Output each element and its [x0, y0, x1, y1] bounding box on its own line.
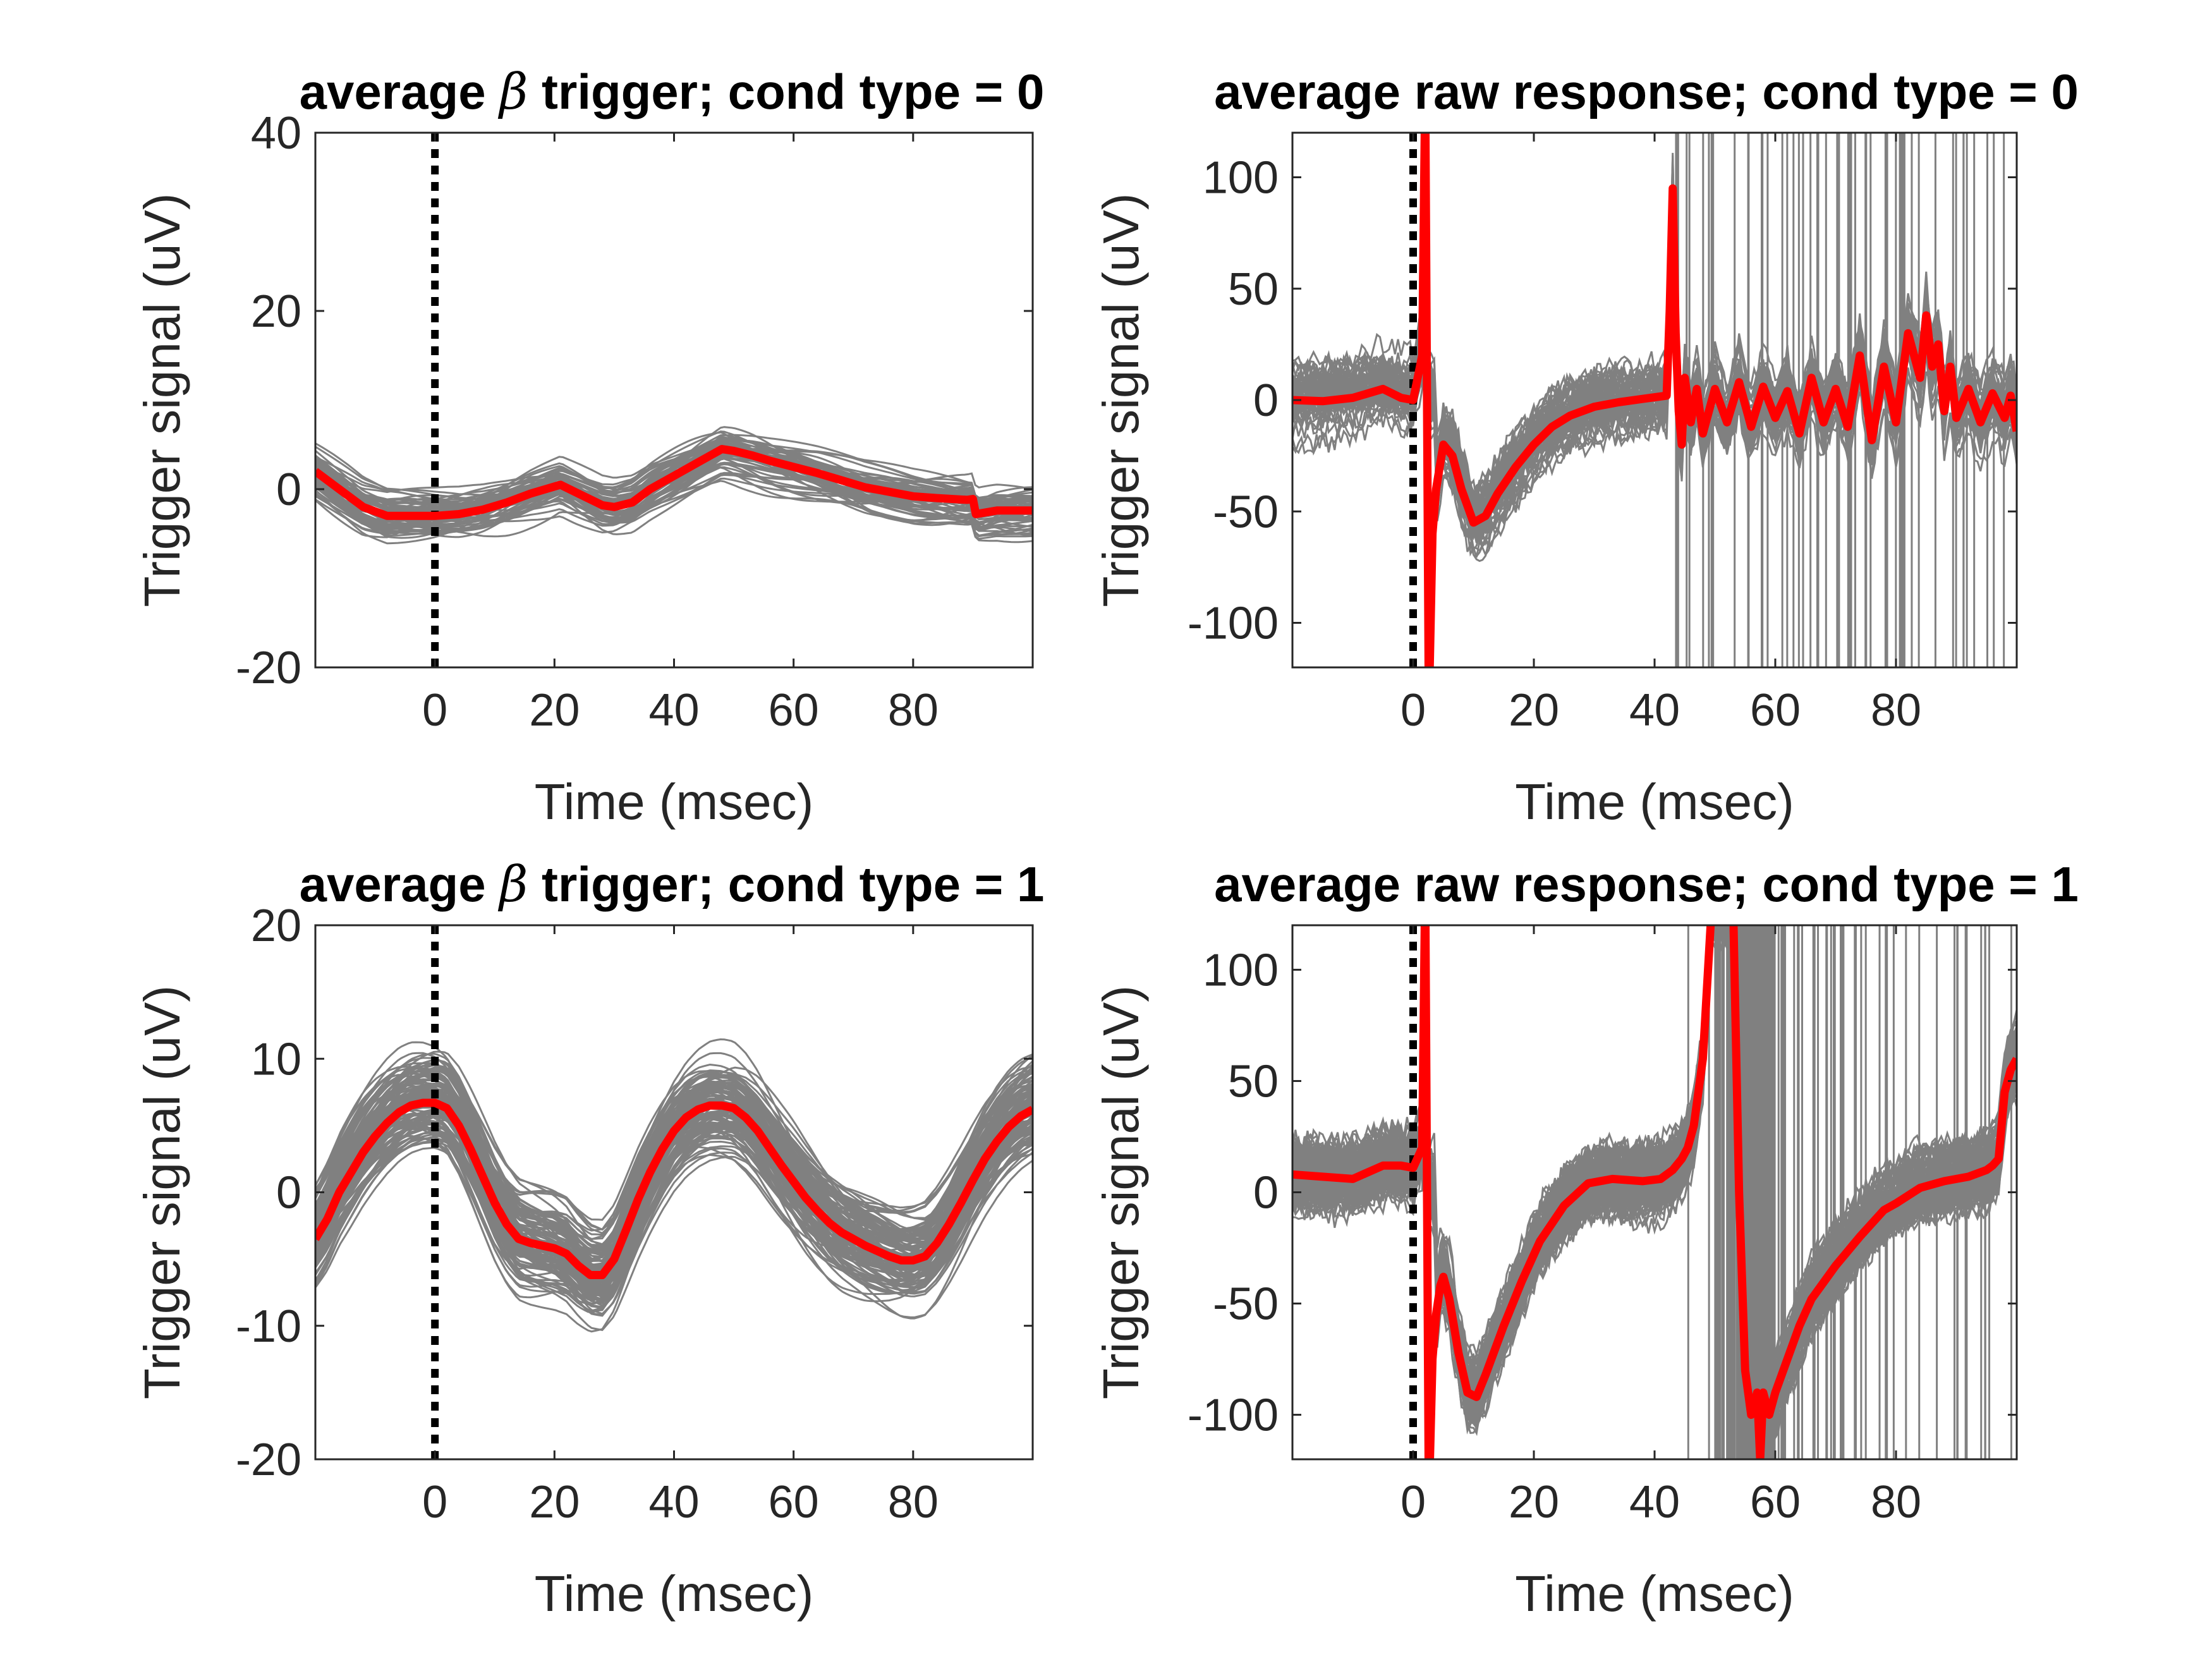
y-tick-label: -20 — [236, 1435, 301, 1485]
y-tick-label: 100 — [1203, 153, 1279, 204]
x-tick-label: 60 — [1750, 1477, 1801, 1528]
x-tick-label: 80 — [888, 1477, 939, 1528]
x-tick-label: 0 — [1401, 1477, 1426, 1528]
y-tick-label: 0 — [276, 1168, 301, 1218]
x-tick-label: 20 — [1509, 685, 1559, 736]
y-axis-label: Trigger signal (uV) — [1093, 985, 1149, 1399]
x-axis-label: Time (msec) — [535, 774, 813, 830]
y-tick-label: -100 — [1188, 599, 1279, 649]
x-tick-label: 20 — [529, 685, 580, 736]
y-axis-label: Trigger signal (uV) — [1093, 193, 1149, 607]
y-tick-label: -100 — [1188, 1390, 1279, 1441]
x-tick-label: 80 — [888, 685, 939, 736]
panel-title: average β trigger; cond type = 0 — [300, 64, 1045, 121]
x-axis-label: Time (msec) — [535, 1565, 813, 1622]
y-tick-label: -20 — [236, 643, 301, 693]
x-tick-label: 0 — [1401, 685, 1426, 736]
x-tick-label: 0 — [422, 685, 447, 736]
y-tick-label: 100 — [1203, 945, 1279, 995]
x-tick-label: 80 — [1871, 685, 1921, 736]
x-axis-label: Time (msec) — [1515, 1565, 1794, 1622]
y-tick-label: -50 — [1213, 1279, 1279, 1330]
panel-title: average β trigger; cond type = 1 — [300, 856, 1045, 913]
y-tick-label: 0 — [1253, 1168, 1279, 1218]
x-tick-label: 0 — [422, 1477, 447, 1528]
y-tick-label: -50 — [1213, 487, 1279, 537]
x-tick-label: 20 — [1509, 1477, 1559, 1528]
x-tick-label: 20 — [529, 1477, 580, 1528]
y-tick-label: 50 — [1228, 264, 1279, 315]
y-tick-label: 20 — [251, 286, 301, 337]
y-tick-label: 50 — [1228, 1056, 1279, 1107]
x-axis-label: Time (msec) — [1515, 774, 1794, 830]
x-tick-label: 40 — [1629, 1477, 1680, 1528]
x-tick-label: 40 — [648, 685, 699, 736]
x-tick-label: 60 — [769, 685, 819, 736]
y-tick-label: 40 — [251, 108, 301, 159]
x-tick-label: 40 — [1629, 685, 1680, 736]
x-tick-label: 60 — [1750, 685, 1801, 736]
y-axis-label: Trigger signal (uV) — [134, 193, 190, 607]
x-tick-label: 80 — [1871, 1477, 1921, 1528]
y-tick-label: 0 — [276, 465, 301, 515]
panel-title: average raw response; cond type = 1 — [1214, 856, 2079, 912]
x-tick-label: 60 — [769, 1477, 819, 1528]
y-tick-label: 10 — [251, 1034, 301, 1085]
y-axis-label: Trigger signal (uV) — [134, 985, 190, 1399]
y-tick-label: 20 — [251, 901, 301, 951]
panel-title: average raw response; cond type = 0 — [1214, 64, 2079, 119]
y-tick-label: 0 — [1253, 375, 1279, 426]
x-tick-label: 40 — [648, 1477, 699, 1528]
y-tick-label: -10 — [236, 1301, 301, 1352]
